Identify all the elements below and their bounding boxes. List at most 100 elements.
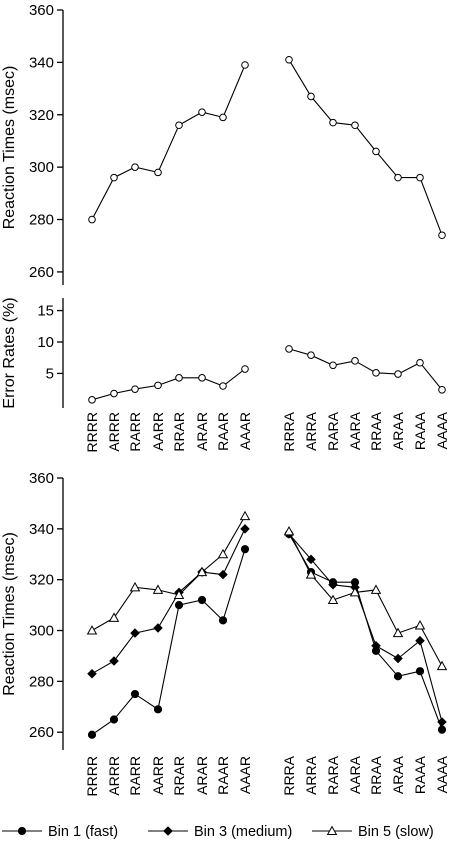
data-point <box>110 173 118 182</box>
data-point <box>153 623 163 633</box>
category-label: RAAR <box>215 756 231 795</box>
data-point <box>372 147 380 156</box>
data-point <box>175 374 183 382</box>
data-point <box>153 705 163 714</box>
y-tick-label: 10 <box>37 334 54 351</box>
data-point <box>415 667 425 676</box>
series-line-segment-2 <box>288 531 443 667</box>
data-point <box>240 524 250 534</box>
category-label: AARR <box>150 412 166 451</box>
category-label: RRRR <box>84 756 100 796</box>
data-point <box>351 121 359 130</box>
category-label: RARR <box>127 412 143 452</box>
data-point <box>87 668 97 679</box>
legend-label: Bin 5 (slow) <box>358 824 434 840</box>
series-2 <box>87 524 447 727</box>
y-tick-label: 360 <box>29 2 54 19</box>
category-label: RARR <box>127 756 143 796</box>
data-point <box>415 635 425 646</box>
y-axis-label: Reaction Times (msec) <box>1 532 18 696</box>
data-point <box>217 548 229 559</box>
data-point <box>196 566 208 577</box>
data-point <box>154 381 162 390</box>
category-label: ARAR <box>194 412 210 451</box>
category-label: RAAR <box>215 412 231 451</box>
y-tick-label: 300 <box>29 159 54 176</box>
data-point <box>437 725 447 734</box>
data-point <box>349 586 361 597</box>
series-line-segment-2 <box>288 533 443 730</box>
category-label: AAAA <box>434 411 450 449</box>
category-label: RRRA <box>281 411 297 451</box>
y-tick-label: 260 <box>29 724 54 741</box>
data-point <box>305 569 317 579</box>
data-point <box>131 163 139 171</box>
data-point <box>393 672 403 681</box>
legend-item: Bin 5 (slow) <box>312 824 434 840</box>
data-point <box>175 121 183 130</box>
data-point <box>283 525 295 536</box>
category-label: RARA <box>325 755 341 795</box>
data-point <box>285 55 293 64</box>
y-axis-label: Error Rates (%) <box>1 297 18 408</box>
category-label: RAAA <box>412 755 428 794</box>
series-line-segment-2 <box>288 348 443 391</box>
data-point <box>307 351 315 360</box>
data-point <box>328 580 338 590</box>
category-label: RRAR <box>171 412 187 452</box>
panel-1: 260 280 300 320 340 360 Reaction Times (msec) <box>1 2 446 285</box>
category-label: ARAA <box>390 411 406 450</box>
data-point <box>416 358 424 367</box>
category-label: RAAA <box>412 411 428 450</box>
data-point <box>86 625 98 635</box>
y-tick-label: 280 <box>29 673 54 690</box>
y-tick-label: 340 <box>29 521 54 538</box>
data-point <box>109 715 119 724</box>
series-line-segment-1 <box>91 64 246 220</box>
panel-2: 5 10 15 Error Rates (%) RRRR ARRR RARR AARR RRAR… <box>1 297 450 452</box>
y-tick-label: 300 <box>29 623 54 640</box>
data-point <box>285 345 293 353</box>
legend-item: Bin 1 (fast) <box>2 824 118 840</box>
category-label: AARR <box>150 756 166 795</box>
data-point <box>110 389 118 398</box>
category-label: ARRR <box>106 756 122 796</box>
data-point <box>437 717 447 727</box>
data-point <box>197 595 207 605</box>
category-label: RRRA <box>281 755 297 795</box>
series-1 <box>87 529 447 739</box>
category-label: ARRA <box>303 755 319 795</box>
data-point <box>109 656 119 666</box>
data-point <box>393 653 403 664</box>
data-point <box>218 616 228 625</box>
y-tick-label: 15 <box>37 303 54 320</box>
data-point <box>392 627 404 638</box>
series-line-segment-2 <box>288 533 443 723</box>
data-point <box>307 92 315 101</box>
data-point <box>371 641 381 651</box>
category-label: ARRR <box>106 412 122 452</box>
data-point <box>240 545 250 554</box>
data-point <box>173 589 185 599</box>
data-point <box>372 369 380 377</box>
series-line-segment-1 <box>91 528 246 675</box>
y-tick-label: 5 <box>46 365 54 382</box>
data-point <box>108 612 120 622</box>
data-point <box>327 594 339 605</box>
y-tick-label: 280 <box>29 212 54 229</box>
category-label: RRAA <box>368 411 384 451</box>
data-point <box>241 365 249 373</box>
data-point <box>130 689 140 699</box>
legend: Bin 1 (fast) Bin 3 (medium) Bin 5 (slow) <box>2 824 434 840</box>
data-point <box>218 569 228 580</box>
legend-item: Bin 3 (medium) <box>148 824 292 840</box>
y-axis-label: Reaction Times (msec) <box>1 66 18 230</box>
legend-label: Bin 3 (medium) <box>194 824 292 840</box>
legend-marker <box>326 825 338 836</box>
legend-label: Bin 1 (fast) <box>48 824 118 840</box>
series-3 <box>86 510 448 671</box>
data-point <box>436 660 448 671</box>
y-tick-label: 320 <box>29 572 54 589</box>
data-point <box>241 61 249 69</box>
